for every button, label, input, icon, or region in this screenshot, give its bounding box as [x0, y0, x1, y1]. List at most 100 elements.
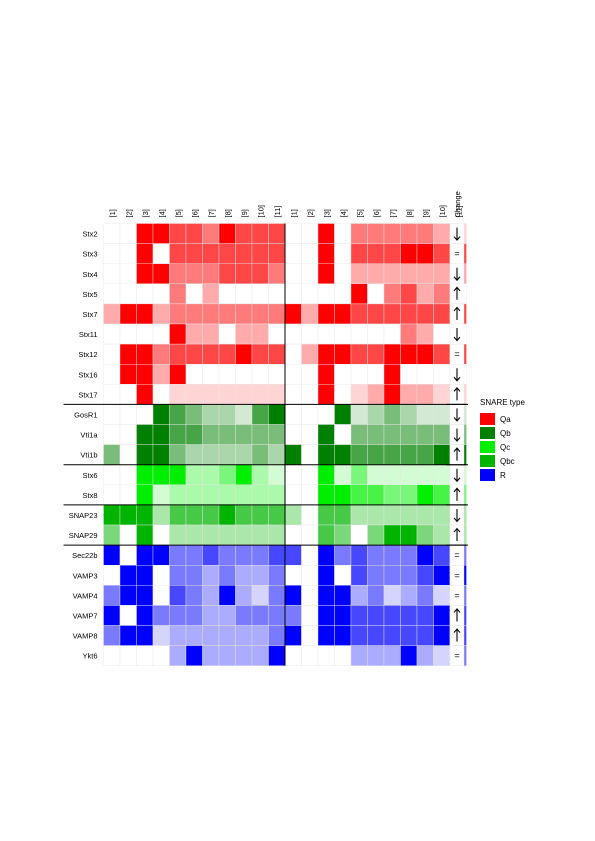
heatmap-cell — [416, 364, 434, 385]
heatmap-cell — [103, 585, 121, 606]
heatmap-cell — [367, 424, 385, 445]
heatmap-cell — [185, 303, 203, 325]
row-label: Stx17 — [78, 390, 97, 399]
heatmap-cell — [334, 645, 352, 666]
heatmap-cell — [350, 605, 368, 626]
heatmap-cell — [334, 625, 352, 646]
heatmap-cell — [136, 343, 154, 365]
heatmap-cell — [103, 605, 121, 626]
no-change-sign: = — [454, 570, 459, 580]
heatmap-cell — [317, 323, 335, 345]
heatmap-cell — [367, 223, 385, 244]
heatmap-cell — [152, 364, 170, 385]
heatmap-cell — [185, 263, 203, 285]
column-header: [8] — [405, 209, 414, 217]
heatmap-cell — [268, 343, 286, 365]
heatmap-cell — [251, 223, 269, 244]
heatmap-cell — [268, 384, 286, 405]
heatmap-cell — [136, 424, 154, 445]
heatmap-cell — [202, 283, 220, 305]
heatmap-cell — [334, 323, 352, 345]
heatmap-cell — [317, 303, 335, 325]
legend-title: SNARE type — [480, 398, 525, 407]
heatmap-cell — [317, 223, 335, 244]
heatmap-cell — [202, 544, 220, 566]
heatmap-cell — [235, 565, 253, 586]
heatmap-cell — [433, 343, 451, 365]
heatmap-cell — [103, 504, 121, 526]
up-arrow-icon — [453, 447, 461, 461]
heatmap-cell — [433, 283, 451, 305]
row-label: VAMP8 — [73, 632, 98, 641]
heatmap-cell — [268, 565, 286, 586]
heatmap-cell — [350, 484, 368, 506]
heatmap-cell — [284, 544, 302, 566]
heatmap-cell — [268, 323, 286, 345]
heatmap-cell — [185, 544, 203, 566]
heatmap-cell — [136, 565, 154, 586]
heatmap-cell — [367, 384, 385, 405]
heatmap-cell — [119, 424, 137, 445]
heatmap-cell — [301, 504, 319, 526]
heatmap-cell — [284, 343, 302, 365]
heatmap-cell — [383, 303, 401, 325]
row-label: Stx4 — [82, 270, 97, 279]
heatmap-cell — [169, 243, 187, 264]
heatmap-cell — [268, 223, 286, 244]
heatmap-cell — [433, 384, 451, 405]
heatmap-cell — [235, 323, 253, 345]
heatmap-cell — [334, 384, 352, 405]
heatmap-cell — [169, 223, 187, 244]
down-arrow-icon — [453, 508, 461, 523]
heatmap-cell — [268, 243, 286, 264]
heatmap-cell — [152, 404, 170, 425]
column-header: [10] — [256, 205, 265, 218]
heatmap-cell — [103, 484, 121, 506]
column-header: [9] — [421, 209, 430, 217]
column-header: [1] — [108, 209, 117, 217]
heatmap-cell — [136, 263, 154, 285]
heatmap-cell — [218, 343, 236, 365]
heatmap-cell — [185, 625, 203, 646]
heatmap-cell — [350, 263, 368, 285]
heatmap-cell — [251, 384, 269, 405]
heatmap-cell — [119, 223, 137, 244]
heatmap-cell — [284, 323, 302, 345]
heatmap-cell — [383, 283, 401, 305]
heatmap-cell — [202, 504, 220, 526]
heatmap-cell — [185, 504, 203, 526]
heatmap-cell — [383, 404, 401, 425]
heatmap-cell — [383, 544, 401, 566]
heatmap-cell — [416, 504, 434, 526]
heatmap-cell — [235, 625, 253, 646]
heatmap-cell — [218, 404, 236, 425]
heatmap-cell — [251, 544, 269, 566]
heatmap-cell — [268, 263, 286, 285]
heatmap-cell — [416, 384, 434, 405]
heatmap-cell — [152, 424, 170, 445]
heatmap-cell — [416, 605, 434, 626]
heatmap-cell — [383, 364, 401, 385]
heatmap-cell — [284, 625, 302, 646]
heatmap-cell — [416, 343, 434, 365]
heatmap-cell — [416, 223, 434, 244]
legend-swatch — [480, 427, 495, 439]
row-label: Vti1b — [80, 451, 97, 460]
heatmap-cell — [350, 585, 368, 606]
heatmap-cell — [367, 524, 385, 546]
heatmap-cell — [251, 343, 269, 365]
heatmap-cell — [334, 343, 352, 365]
heatmap-cell — [400, 645, 418, 666]
heatmap-cell — [350, 524, 368, 546]
heatmap-cell — [152, 565, 170, 586]
row-label: Stx8 — [82, 491, 97, 500]
heatmap-cell — [103, 384, 121, 405]
heatmap-cell — [202, 404, 220, 425]
heatmap-cell — [416, 444, 434, 465]
down-arrow-icon — [453, 468, 461, 483]
heatmap-cell — [235, 384, 253, 405]
column-header: [7] — [388, 209, 397, 217]
heatmap-cell — [400, 504, 418, 526]
heatmap-cell — [400, 544, 418, 566]
no-change-sign: = — [454, 651, 459, 661]
